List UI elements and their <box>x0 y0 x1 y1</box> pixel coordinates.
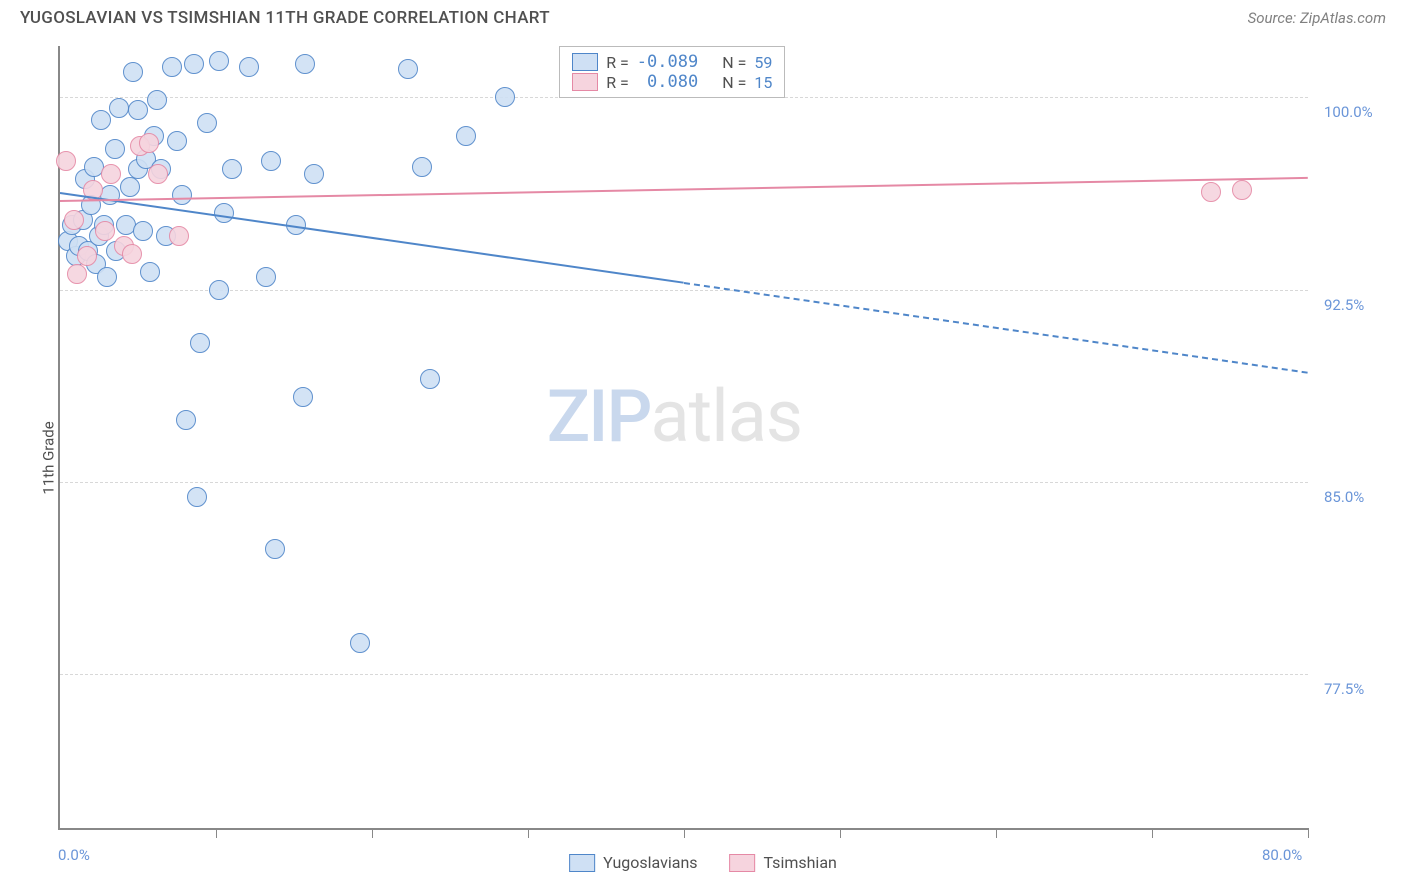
data-point <box>97 267 117 287</box>
legend-item: Tsimshian <box>730 853 837 872</box>
data-point <box>139 133 159 153</box>
data-point <box>122 244 142 264</box>
data-point <box>133 221 153 241</box>
data-point <box>184 54 204 74</box>
data-point <box>169 226 189 246</box>
legend-swatch <box>572 53 598 71</box>
data-point <box>95 221 115 241</box>
data-point <box>265 539 285 559</box>
gridline-h <box>60 290 1308 291</box>
legend-n-value: 59 <box>754 53 772 72</box>
x-tick <box>528 828 529 838</box>
data-point <box>140 262 160 282</box>
y-tick-label: 77.5% <box>1324 680 1364 698</box>
data-point <box>123 62 143 82</box>
data-point <box>56 151 76 171</box>
data-point <box>398 59 418 79</box>
data-point <box>350 633 370 653</box>
data-point <box>214 203 234 223</box>
legend-n-label: N = <box>722 53 746 72</box>
x-tick <box>840 828 841 838</box>
data-point <box>77 246 97 266</box>
data-point <box>101 164 121 184</box>
data-point <box>105 139 125 159</box>
regression-line <box>60 177 1308 202</box>
x-tick-label: 80.0% <box>1262 846 1302 864</box>
data-point <box>197 113 217 133</box>
data-point <box>304 164 324 184</box>
legend-swatch <box>730 854 756 872</box>
scatter-plot-area: ZIPatlas 77.5%85.0%92.5%100.0%0.0%80.0%R… <box>58 46 1308 830</box>
data-point <box>456 126 476 146</box>
legend-stats: R = -0.089 N = 59 R = 0.080 N = 15 <box>559 46 785 98</box>
data-point <box>64 210 84 230</box>
data-point <box>222 159 242 179</box>
x-tick <box>372 828 373 838</box>
x-tick <box>1152 828 1153 838</box>
data-point <box>172 185 192 205</box>
y-tick-label: 92.5% <box>1324 296 1364 314</box>
data-point <box>167 131 187 151</box>
x-tick <box>1308 828 1309 838</box>
legend-item: Yugoslavians <box>569 853 697 872</box>
chart-container: 11th Grade ZIPatlas 77.5%85.0%92.5%100.0… <box>14 38 1392 878</box>
legend-n-value: 15 <box>754 73 772 92</box>
x-tick <box>684 828 685 838</box>
y-tick-label: 100.0% <box>1324 103 1373 121</box>
data-point <box>293 387 313 407</box>
legend-r-value: 0.080 <box>637 72 698 92</box>
data-point <box>147 90 167 110</box>
watermark: ZIPatlas <box>547 374 802 459</box>
data-point <box>209 51 229 71</box>
data-point <box>412 157 432 177</box>
watermark-zip: ZIP <box>547 374 651 459</box>
y-tick-label: 85.0% <box>1324 488 1364 506</box>
data-point <box>120 177 140 197</box>
x-tick <box>996 828 997 838</box>
legend-stats-row: R = -0.089 N = 59 <box>572 52 772 72</box>
data-point <box>256 267 276 287</box>
data-point <box>162 57 182 77</box>
regression-line-dashed <box>684 282 1308 374</box>
data-point <box>109 98 129 118</box>
data-point <box>239 57 259 77</box>
data-point <box>495 87 515 107</box>
chart-title: YUGOSLAVIAN VS TSIMSHIAN 11TH GRADE CORR… <box>20 8 550 28</box>
data-point <box>148 164 168 184</box>
legend-item-label: Yugoslavians <box>603 853 697 872</box>
data-point <box>295 54 315 74</box>
data-point <box>67 264 87 284</box>
x-tick-label: 0.0% <box>58 846 90 864</box>
legend-item-label: Tsimshian <box>764 853 837 872</box>
legend-r-label: R = <box>606 53 629 72</box>
legend-n-label: N = <box>722 73 746 92</box>
gridline-h <box>60 674 1308 675</box>
data-point <box>1201 182 1221 202</box>
data-point <box>91 110 111 130</box>
gridline-h <box>60 482 1308 483</box>
source-attribution: Source: ZipAtlas.com <box>1248 9 1386 27</box>
data-point <box>261 151 281 171</box>
legend-swatch <box>569 854 595 872</box>
data-point <box>209 280 229 300</box>
data-point <box>190 333 210 353</box>
legend-r-label: R = <box>606 73 629 92</box>
y-axis-label: 11th Grade <box>40 421 58 494</box>
legend-r-value: -0.089 <box>637 52 698 72</box>
data-point <box>1232 180 1252 200</box>
data-point <box>176 410 196 430</box>
watermark-atlas: atlas <box>650 374 802 459</box>
legend-bottom: Yugoslavians Tsimshian <box>569 853 837 872</box>
data-point <box>187 487 207 507</box>
data-point <box>420 369 440 389</box>
x-tick <box>216 828 217 838</box>
data-point <box>128 100 148 120</box>
legend-swatch <box>572 73 598 91</box>
legend-stats-row: R = 0.080 N = 15 <box>572 72 772 92</box>
